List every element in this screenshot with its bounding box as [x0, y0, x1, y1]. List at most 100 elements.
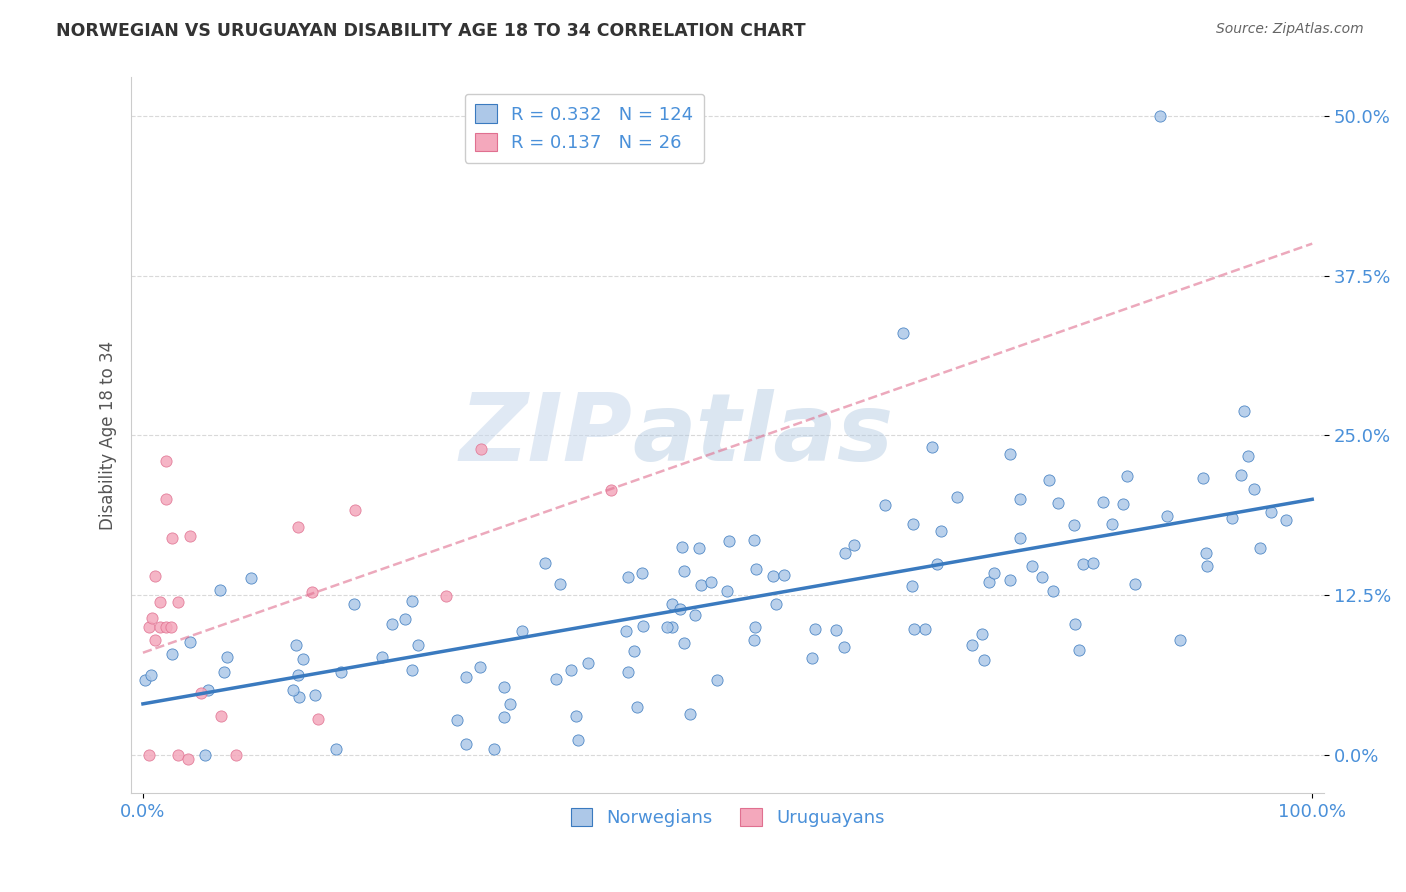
- Point: [544, 672, 567, 686]
- Point: [744, 620, 766, 634]
- Point: [287, 519, 309, 533]
- Point: [655, 620, 678, 634]
- Point: [301, 585, 323, 599]
- Point: [1230, 468, 1253, 483]
- Point: [190, 686, 212, 700]
- Point: [946, 491, 969, 505]
- Point: [287, 668, 309, 682]
- Point: [1195, 546, 1218, 560]
- Point: [744, 533, 766, 548]
- Point: [765, 597, 787, 611]
- Point: [1031, 570, 1053, 584]
- Point: [1123, 577, 1146, 591]
- Point: [285, 638, 308, 652]
- Point: [1067, 643, 1090, 657]
- Point: [287, 690, 309, 705]
- Point: [494, 681, 516, 695]
- Point: [1008, 492, 1031, 507]
- Point: [343, 597, 366, 611]
- Point: [576, 657, 599, 671]
- Point: [177, 752, 200, 766]
- Point: [499, 697, 522, 711]
- Point: [801, 651, 824, 665]
- Point: [565, 709, 588, 723]
- Point: [1112, 497, 1135, 511]
- Point: [1237, 449, 1260, 463]
- Legend: Norwegians, Uruguayans: Norwegians, Uruguayans: [564, 801, 891, 834]
- Y-axis label: Disability Age 18 to 34: Disability Age 18 to 34: [100, 341, 117, 530]
- Point: [143, 632, 166, 647]
- Point: [149, 620, 172, 634]
- Point: [683, 607, 706, 622]
- Point: [456, 737, 478, 751]
- Point: [623, 644, 645, 658]
- Point: [560, 663, 582, 677]
- Point: [155, 492, 177, 507]
- Point: [343, 503, 366, 517]
- Point: [209, 708, 232, 723]
- Point: [761, 569, 783, 583]
- Point: [1101, 517, 1123, 532]
- Point: [167, 747, 190, 762]
- Point: [1021, 558, 1043, 573]
- Point: [716, 584, 738, 599]
- Point: [661, 597, 683, 611]
- Text: NORWEGIAN VS URUGUAYAN DISABILITY AGE 18 TO 34 CORRELATION CHART: NORWEGIAN VS URUGUAYAN DISABILITY AGE 18…: [56, 22, 806, 40]
- Point: [1220, 510, 1243, 524]
- Point: [673, 564, 696, 578]
- Point: [673, 636, 696, 650]
- Point: [742, 633, 765, 648]
- Point: [394, 612, 416, 626]
- Point: [901, 516, 924, 531]
- Point: [745, 562, 768, 576]
- Point: [614, 624, 637, 638]
- Point: [1063, 518, 1085, 533]
- Point: [661, 620, 683, 634]
- Point: [225, 747, 247, 762]
- Point: [927, 557, 949, 571]
- Point: [873, 498, 896, 512]
- Point: [617, 665, 640, 680]
- Point: [492, 710, 515, 724]
- Point: [325, 741, 347, 756]
- Point: [834, 546, 856, 560]
- Point: [401, 663, 423, 677]
- Point: [217, 649, 239, 664]
- Point: [155, 454, 177, 468]
- Point: [138, 620, 160, 634]
- Point: [281, 683, 304, 698]
- Point: [1260, 505, 1282, 519]
- Point: [1010, 531, 1032, 545]
- Text: Source: ZipAtlas.com: Source: ZipAtlas.com: [1216, 22, 1364, 37]
- Point: [533, 557, 555, 571]
- Point: [138, 747, 160, 762]
- Point: [700, 575, 723, 590]
- Point: [903, 622, 925, 636]
- Point: [1275, 513, 1298, 527]
- Point: [155, 620, 177, 634]
- Point: [381, 616, 404, 631]
- Point: [717, 533, 740, 548]
- Point: [824, 623, 846, 637]
- Point: [160, 531, 183, 545]
- Point: [194, 747, 217, 762]
- Point: [291, 651, 314, 665]
- Point: [179, 634, 201, 648]
- Text: ZIP: ZIP: [460, 390, 633, 482]
- Point: [406, 638, 429, 652]
- Point: [160, 619, 183, 633]
- Point: [631, 619, 654, 633]
- Point: [468, 660, 491, 674]
- Point: [304, 688, 326, 702]
- Point: [510, 624, 533, 638]
- Point: [1092, 495, 1115, 509]
- Point: [891, 326, 914, 340]
- Point: [446, 713, 468, 727]
- Point: [307, 712, 329, 726]
- Point: [1071, 557, 1094, 571]
- Point: [134, 673, 156, 687]
- Point: [931, 524, 953, 538]
- Point: [470, 442, 492, 456]
- Point: [679, 706, 702, 721]
- Point: [141, 611, 163, 625]
